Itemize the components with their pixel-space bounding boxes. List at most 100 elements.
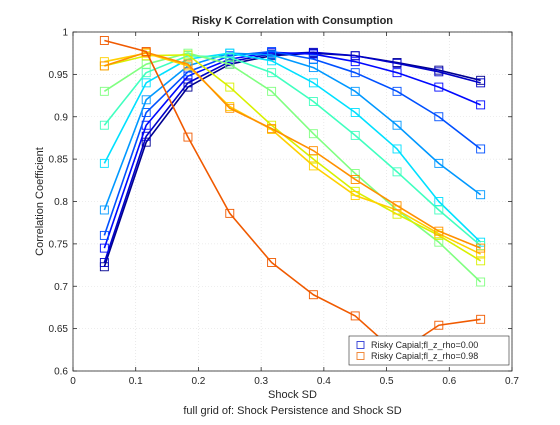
y-tick-label: 1 xyxy=(62,28,68,39)
legend-marker xyxy=(356,341,365,349)
data-point-marker xyxy=(308,54,318,64)
data-point-marker xyxy=(267,56,277,66)
data-point-marker xyxy=(99,61,109,71)
data-point-marker xyxy=(141,59,151,69)
series-line xyxy=(103,52,481,268)
data-point-marker xyxy=(267,86,277,96)
data-point-marker xyxy=(434,158,444,168)
data-point-marker xyxy=(350,51,360,61)
x-tick-label: 0.7 xyxy=(505,376,519,387)
data-point-marker xyxy=(99,120,109,130)
data-point-marker xyxy=(476,249,486,259)
data-point-marker xyxy=(434,320,444,330)
y-tick-label: 0.75 xyxy=(49,239,69,250)
data-point-marker xyxy=(308,49,318,59)
chart-title: Risky K Correlation with Consumption xyxy=(192,15,393,27)
legend-entry[interactable]: Risky Capial;fl_z_rho=0.98 xyxy=(356,351,478,361)
data-point-marker xyxy=(308,97,318,106)
data-point-marker xyxy=(392,144,402,154)
series-line xyxy=(104,52,481,255)
data-point-marker xyxy=(99,158,109,168)
data-point-marker xyxy=(392,201,402,211)
data-point-marker xyxy=(476,190,486,200)
data-point-marker xyxy=(99,205,109,215)
data-point-marker xyxy=(267,124,277,134)
data-point-marker xyxy=(476,100,486,110)
data-point-marker xyxy=(308,129,318,139)
data-point-marker xyxy=(392,58,402,68)
data-point-marker xyxy=(267,68,277,78)
x-tick-label: 0.3 xyxy=(254,376,268,387)
data-point-marker xyxy=(476,144,486,154)
x-tick-label: 0.1 xyxy=(129,376,143,387)
legend-label: Risky Capial;fl_z_rho=0.98 xyxy=(371,351,478,361)
x-tick-label: 0 xyxy=(70,376,76,387)
data-point-marker xyxy=(476,314,486,324)
data-point-marker xyxy=(392,68,402,78)
data-point-marker xyxy=(434,112,444,122)
legend-marker xyxy=(356,352,365,360)
data-point-marker xyxy=(350,57,360,67)
y-tick-label: 0.95 xyxy=(49,70,69,81)
legend-entry[interactable]: Risky Capial;fl_z_rho=0.00 xyxy=(356,340,478,350)
data-point-marker xyxy=(99,258,109,267)
data-point-marker xyxy=(476,256,486,266)
figure-caption: full grid of: Shock Persistence and Shoc… xyxy=(183,405,401,417)
data-point-marker xyxy=(308,290,318,300)
data-point-marker xyxy=(267,50,277,60)
data-point-marker xyxy=(434,237,444,247)
data-point-marker xyxy=(99,36,109,45)
data-point-marker xyxy=(350,311,360,321)
data-point-marker xyxy=(308,63,318,73)
series-6 xyxy=(99,51,486,251)
data-point-marker xyxy=(434,226,444,236)
legend-label: Risky Capial;fl_z_rho=0.00 xyxy=(371,340,478,350)
x-axis-label: Shock SD xyxy=(268,389,317,401)
x-tick-label: 0.4 xyxy=(317,376,331,387)
series-line xyxy=(103,52,482,211)
data-point-marker xyxy=(225,59,235,69)
data-point-marker xyxy=(225,52,235,62)
data-point-marker xyxy=(183,50,193,60)
x-tick-label: 0.6 xyxy=(442,376,456,387)
data-point-marker xyxy=(350,169,360,178)
data-point-marker xyxy=(350,191,360,201)
data-point-marker xyxy=(392,120,402,130)
data-point-marker xyxy=(141,68,151,78)
y-tick-label: 0.65 xyxy=(49,324,69,335)
series-line xyxy=(104,51,481,249)
data-point-marker xyxy=(350,130,360,140)
data-point-marker xyxy=(225,82,235,92)
data-point-marker xyxy=(350,108,360,117)
y-axis-label: Correlation Coefficient xyxy=(34,147,46,256)
data-point-marker xyxy=(350,86,360,96)
axis-ticks: 0 0.1 0.2 0.3 0.4 0.5 0.6 0.7 0.6 0.65 0.7 0.75 0.8 0… xyxy=(49,28,520,388)
data-point-marker xyxy=(183,78,193,88)
data-point-marker xyxy=(476,78,486,88)
data-point-marker xyxy=(225,208,235,218)
data-point-marker xyxy=(392,167,402,177)
data-point-marker xyxy=(141,95,151,105)
series-10 xyxy=(99,47,486,253)
data-point-marker xyxy=(99,86,109,96)
data-point-marker xyxy=(308,161,318,171)
data-point-marker xyxy=(392,86,402,96)
data-point-marker xyxy=(476,243,486,253)
data-point-marker xyxy=(350,175,360,184)
data-point-marker xyxy=(183,132,193,142)
y-tick-label: 0.8 xyxy=(54,197,68,208)
data-point-marker xyxy=(225,103,235,113)
series-line xyxy=(103,51,481,249)
data-point-marker xyxy=(308,146,318,156)
series-line xyxy=(103,52,482,243)
series-lines xyxy=(99,36,486,358)
y-tick-label: 0.7 xyxy=(54,282,68,293)
data-point-marker xyxy=(434,205,444,215)
data-point-marker xyxy=(308,78,318,88)
data-point-marker xyxy=(434,197,444,206)
data-point-marker xyxy=(183,59,193,69)
x-tick-label: 0.2 xyxy=(191,376,205,387)
